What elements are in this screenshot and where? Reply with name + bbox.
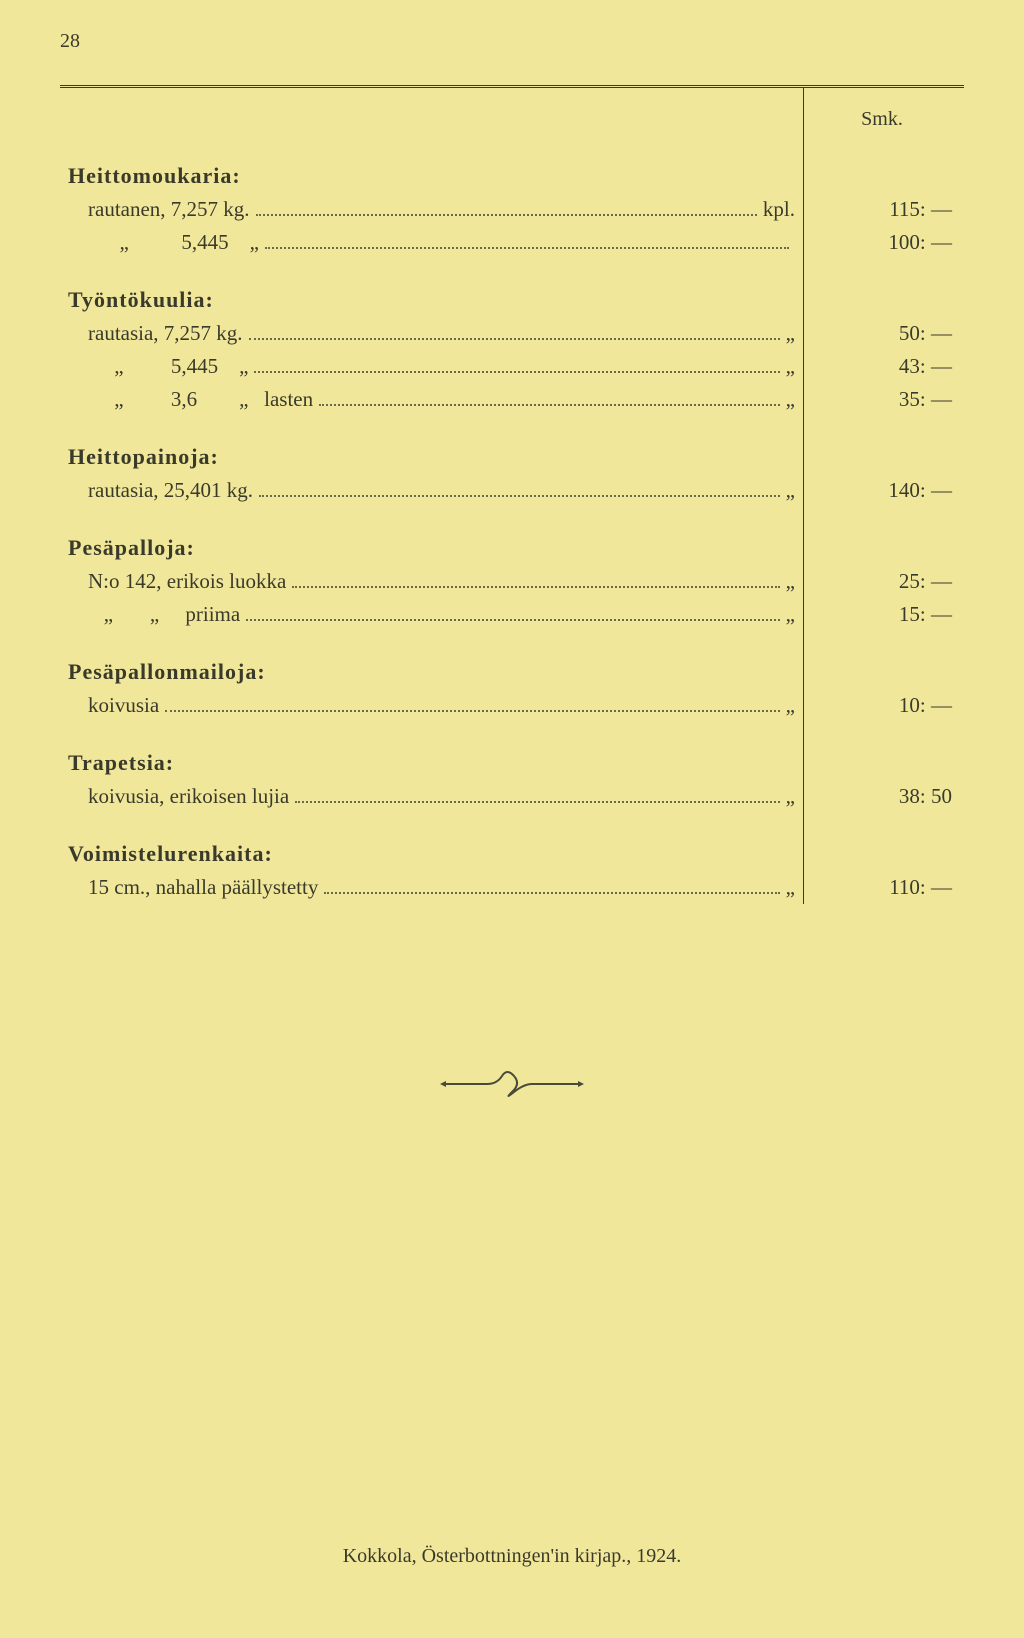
leader-dots: [254, 370, 779, 373]
section-heading: Työntökuulia:: [68, 287, 214, 312]
item-unit: „: [786, 602, 795, 627]
section-heading: Pesäpallonmailoja:: [68, 659, 266, 684]
item-price: 35: —: [804, 383, 965, 416]
section-heading-row: Heittopainoja:: [60, 416, 964, 474]
price-table: Smk. Heittomoukaria: rautanen, 7,257 kg. k…: [60, 85, 964, 904]
leader-dots: [249, 337, 780, 340]
section-heading-row: Työntökuulia:: [60, 259, 964, 317]
item-price: 115: —: [804, 193, 965, 226]
leader-dots: [324, 891, 779, 894]
page-number: 28: [60, 30, 80, 53]
section-heading-row: Voimistelurenkaita:: [60, 813, 964, 871]
item-label: „ 5,445 „: [88, 230, 259, 255]
ornament-icon: [60, 1064, 964, 1113]
item-row: N:o 142, erikois luokka „ 25: —: [60, 565, 964, 598]
item-price: 140: —: [804, 474, 965, 507]
item-unit: „: [786, 784, 795, 809]
item-price: 43: —: [804, 350, 965, 383]
item-label: rautanen, 7,257 kg.: [88, 197, 250, 222]
leader-dots: [319, 403, 780, 406]
item-label: koivusia: [88, 693, 159, 718]
section-heading-row: Trapetsia:: [60, 722, 964, 780]
section-heading: Voimistelurenkaita:: [68, 841, 273, 866]
item-label: „ 5,445 „: [88, 354, 248, 379]
currency-header: Smk.: [804, 88, 965, 135]
section-heading: Pesäpalloja:: [68, 535, 195, 560]
section-heading: Heittopainoja:: [68, 444, 219, 469]
leader-dots: [259, 494, 780, 497]
item-price: 50: —: [804, 317, 965, 350]
leader-dots: [165, 709, 780, 712]
item-label: „ 3,6 „ lasten: [88, 387, 313, 412]
section-heading-row: Pesäpallonmailoja:: [60, 631, 964, 689]
leader-dots: [256, 213, 757, 216]
item-price: 38: 50: [804, 780, 965, 813]
footer-text: Kokkola, Österbottningen'in kirjap., 192…: [0, 1545, 1024, 1568]
item-row: rautasia, 25,401 kg. „ 140: —: [60, 474, 964, 507]
item-row: rautanen, 7,257 kg. kpl. 115: —: [60, 193, 964, 226]
section-heading: Trapetsia:: [68, 750, 174, 775]
item-unit: kpl.: [763, 197, 795, 222]
item-unit: „: [786, 387, 795, 412]
item-price: 110: —: [804, 871, 965, 904]
leader-dots: [246, 618, 779, 621]
item-label: „ „ priima: [88, 602, 240, 627]
item-unit: „: [786, 354, 795, 379]
item-row: koivusia, erikoisen lujia „ 38: 50: [60, 780, 964, 813]
item-label: rautasia, 7,257 kg.: [88, 321, 243, 346]
item-unit: „: [786, 569, 795, 594]
item-price: 10: —: [804, 689, 965, 722]
item-row: „ 5,445 „ „ 43: —: [60, 350, 964, 383]
item-row: „ 3,6 „ lasten „ 35: —: [60, 383, 964, 416]
item-price: 25: —: [804, 565, 965, 598]
item-unit: „: [786, 321, 795, 346]
leader-dots: [265, 246, 789, 249]
item-row: 15 cm., nahalla päällystetty „ 110: —: [60, 871, 964, 904]
item-price: 100: —: [804, 226, 965, 259]
item-label: 15 cm., nahalla päällystetty: [88, 875, 318, 900]
item-row: „ „ priima „ 15: —: [60, 598, 964, 631]
item-row: rautasia, 7,257 kg. „ 50: —: [60, 317, 964, 350]
section-heading-row: Pesäpalloja:: [60, 507, 964, 565]
item-label: koivusia, erikoisen lujia: [88, 784, 289, 809]
leader-dots: [295, 800, 779, 803]
item-unit: „: [786, 478, 795, 503]
header-row: Smk.: [60, 88, 964, 135]
item-label: N:o 142, erikois luokka: [88, 569, 286, 594]
item-label: rautasia, 25,401 kg.: [88, 478, 253, 503]
item-row: koivusia „ 10: —: [60, 689, 964, 722]
item-row: „ 5,445 „ 100: —: [60, 226, 964, 259]
item-unit: „: [786, 693, 795, 718]
item-price: 15: —: [804, 598, 965, 631]
leader-dots: [292, 585, 779, 588]
item-unit: „: [786, 875, 795, 900]
section-heading-row: Heittomoukaria:: [60, 135, 964, 193]
page: 28 Smk. Heittomoukaria: rautanen, 7,257 k…: [0, 0, 1024, 1638]
section-heading: Heittomoukaria:: [68, 163, 241, 188]
